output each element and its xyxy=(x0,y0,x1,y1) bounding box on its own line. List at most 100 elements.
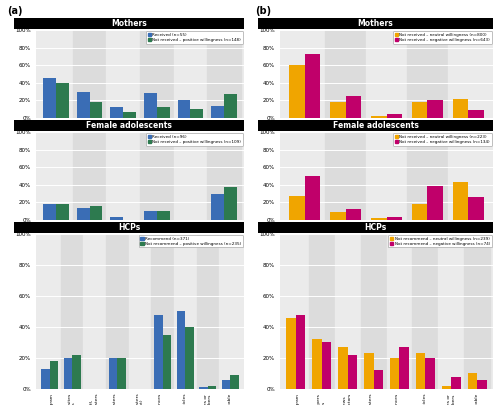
Bar xyxy=(110,107,123,118)
Bar xyxy=(154,315,162,389)
Bar xyxy=(308,234,334,389)
Bar xyxy=(106,30,140,118)
Bar xyxy=(44,204,56,220)
Bar xyxy=(289,65,304,118)
Bar xyxy=(468,110,484,118)
Bar xyxy=(61,234,84,389)
Bar xyxy=(312,339,322,389)
Bar xyxy=(73,30,106,118)
Bar xyxy=(73,132,106,220)
Bar xyxy=(224,188,236,220)
Bar xyxy=(360,234,386,389)
Bar xyxy=(330,212,345,220)
Bar xyxy=(304,176,320,220)
Bar xyxy=(325,30,366,118)
Bar xyxy=(144,211,157,220)
Bar xyxy=(334,234,360,389)
Bar xyxy=(448,132,489,220)
Bar xyxy=(90,102,102,118)
Bar xyxy=(176,311,185,389)
Bar xyxy=(207,132,240,220)
Bar xyxy=(468,373,477,389)
Legend: Not recommend – neutral willingness (n=239), Not recommend – negative willingnes: Not recommend – neutral willingness (n=2… xyxy=(388,235,492,247)
Bar xyxy=(152,234,174,389)
Legend: Not received – neutral willingness (n=800), Not received – negative willingness : Not received – neutral willingness (n=80… xyxy=(393,31,492,43)
Bar xyxy=(77,208,90,220)
Bar xyxy=(426,358,436,389)
Bar xyxy=(174,30,207,118)
Bar xyxy=(90,206,102,220)
Bar xyxy=(219,234,242,389)
Legend: Received (n=96), Not received – positive willingness (n=109): Received (n=96), Not received – positive… xyxy=(146,133,242,145)
Bar xyxy=(412,102,428,118)
Text: HCPs: HCPs xyxy=(118,223,140,232)
Bar xyxy=(40,132,73,220)
Bar xyxy=(374,371,384,389)
Bar xyxy=(416,353,426,389)
Bar xyxy=(448,30,489,118)
Bar xyxy=(325,132,366,220)
Bar xyxy=(38,234,61,389)
Bar xyxy=(109,358,118,389)
Bar xyxy=(464,234,490,389)
Bar xyxy=(346,209,361,220)
Bar xyxy=(412,234,438,389)
Text: (a): (a) xyxy=(8,6,23,16)
Bar xyxy=(157,211,170,220)
Bar xyxy=(174,132,207,220)
Bar xyxy=(453,182,468,220)
Bar xyxy=(442,386,452,389)
Bar xyxy=(366,132,407,220)
Bar xyxy=(338,347,347,389)
Bar xyxy=(211,106,224,118)
Bar xyxy=(140,30,173,118)
Text: (b): (b) xyxy=(255,6,271,16)
Bar xyxy=(44,79,56,118)
Bar xyxy=(296,315,306,389)
Bar xyxy=(289,196,304,220)
Legend: Not received – neutral willingness (n=223), Not received – negative willingness : Not received – neutral willingness (n=22… xyxy=(393,133,492,145)
Bar xyxy=(77,92,90,118)
Bar xyxy=(453,99,468,118)
Bar xyxy=(386,234,412,389)
Text: Mothers: Mothers xyxy=(358,19,394,28)
Bar xyxy=(185,327,194,389)
Bar xyxy=(386,217,402,220)
Bar xyxy=(286,318,296,389)
Bar xyxy=(84,234,106,389)
Bar xyxy=(330,102,345,118)
Bar xyxy=(468,197,484,220)
Bar xyxy=(157,107,170,118)
Bar xyxy=(348,355,358,389)
Bar xyxy=(371,116,386,118)
Bar xyxy=(208,386,216,389)
Bar xyxy=(106,132,140,220)
Bar xyxy=(371,218,386,220)
Bar xyxy=(428,185,443,220)
Bar xyxy=(41,369,50,389)
Legend: Recommend (n=371), Not recommend – positive willingness (n=235): Recommend (n=371), Not recommend – posit… xyxy=(138,235,242,247)
Bar xyxy=(366,30,407,118)
Text: Female adolescents: Female adolescents xyxy=(332,121,418,130)
Bar xyxy=(56,83,69,118)
Bar xyxy=(106,234,128,389)
Bar xyxy=(56,204,69,220)
Bar xyxy=(284,30,325,118)
Bar xyxy=(282,234,308,389)
Bar xyxy=(199,388,208,389)
Bar xyxy=(211,194,224,220)
Text: HCPs: HCPs xyxy=(364,223,386,232)
Bar xyxy=(128,234,152,389)
Bar xyxy=(452,377,462,389)
Text: Mothers: Mothers xyxy=(111,19,147,28)
Bar xyxy=(412,204,428,220)
Bar xyxy=(230,375,239,389)
Bar xyxy=(364,353,374,389)
Bar xyxy=(224,94,236,118)
Bar xyxy=(428,100,443,118)
Bar xyxy=(162,335,171,389)
Bar xyxy=(438,234,464,389)
Bar xyxy=(407,30,448,118)
Bar xyxy=(190,109,203,118)
Bar xyxy=(64,358,72,389)
